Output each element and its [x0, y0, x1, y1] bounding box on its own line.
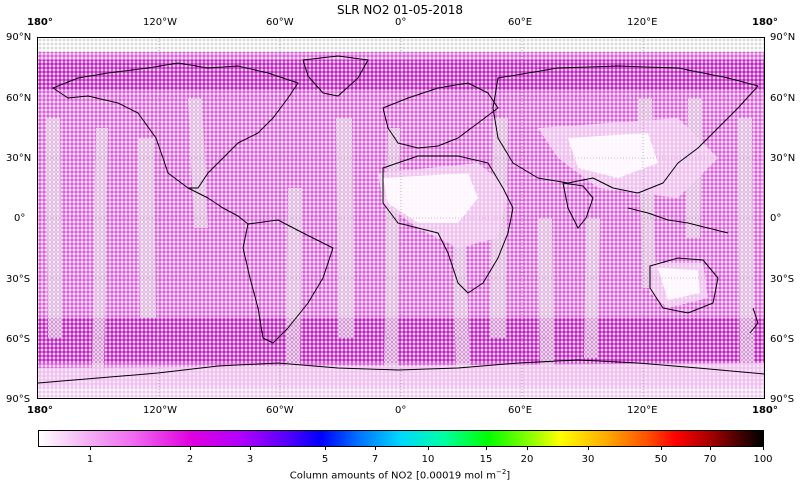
- colorbar-label-text: Column amounts of NO2 [0.00019 mol m: [289, 470, 496, 482]
- coastline-south-america: [242, 219, 334, 344]
- colorbar-tick: [250, 446, 251, 450]
- swath-gap: [46, 118, 62, 338]
- colorbar-tick: [428, 446, 429, 450]
- lon-label-top-0: 0°: [395, 17, 407, 28]
- coastline-africa: [382, 155, 514, 294]
- lon-label-bottom-180w: 180°: [27, 405, 53, 416]
- lon-label-top-120e: 120°E: [627, 17, 658, 28]
- no2-map-plot: [38, 38, 764, 398]
- lat-label-right-60n: 60°N: [770, 93, 796, 104]
- colorbar-tick: [375, 446, 376, 450]
- lat-label-left-60n: 60°N: [6, 93, 32, 104]
- lon-label-top-180e: 180°: [752, 17, 778, 28]
- lat-label-right-60s: 60°S: [770, 334, 795, 345]
- lat-label-left-30s: 30°S: [6, 274, 31, 285]
- lon-label-bottom-0: 0°: [395, 405, 407, 416]
- colorbar-tick-label: 10: [421, 454, 435, 465]
- colorbar-tick-label: 7: [371, 454, 379, 465]
- swath-gap: [538, 218, 554, 368]
- coastline-central-america: [187, 187, 249, 225]
- coastline-australia: [649, 257, 719, 314]
- colorbar-tick: [190, 446, 191, 450]
- swath-gap: [738, 118, 754, 368]
- lon-label-top-60w: 60°W: [266, 17, 294, 28]
- lat-label-right-90s: 90°S: [770, 394, 795, 405]
- colorbar-label-exponent: −2: [495, 468, 507, 476]
- lon-label-bottom-120e: 120°E: [627, 405, 658, 416]
- colorbar-tick: [763, 446, 764, 450]
- coastline-indonesia: [627, 207, 729, 234]
- colorbar-tick-label: 5: [321, 454, 329, 465]
- colorbar-tick: [90, 446, 91, 450]
- very-low-area: [383, 173, 478, 223]
- very-low-area: [568, 133, 658, 178]
- colorbar-tick: [325, 446, 326, 450]
- colorbar-tick-label: 30: [581, 454, 595, 465]
- southern-ocean-band: [38, 318, 764, 363]
- coastline-antarctica: [38, 359, 764, 384]
- lon-label-bottom-180e: 180°: [752, 405, 778, 416]
- colorbar-tick: [486, 446, 487, 450]
- colorbar-tick: [588, 446, 589, 450]
- lat-label-left-30n: 30°N: [6, 153, 32, 164]
- swath-gap: [453, 238, 470, 378]
- lat-label-left-90s: 90°S: [6, 394, 31, 405]
- coastline-india: [562, 182, 594, 229]
- lat-label-right-0: 0°: [770, 213, 782, 224]
- lon-label-bottom-60w: 60°W: [266, 405, 294, 416]
- lon-label-bottom-120w: 120°W: [143, 405, 177, 416]
- colorbar-tick-label: 20: [520, 454, 534, 465]
- colorbar-tick: [527, 446, 528, 450]
- coastline-asia: [492, 65, 759, 194]
- swath-gap: [138, 138, 156, 318]
- swath-gaps: [46, 98, 754, 378]
- coastline-north-america: [52, 62, 299, 189]
- lon-label-top-180w: 180°: [27, 17, 53, 28]
- lat-label-left-90n: 90°N: [6, 32, 32, 43]
- colorbar-label-close: ]: [506, 470, 511, 482]
- coastline-greenland: [302, 55, 369, 97]
- lon-label-bottom-60e: 60°E: [508, 405, 533, 416]
- very-low-areas: [383, 133, 700, 300]
- colorbar-tick-label: 3: [246, 454, 254, 465]
- lat-label-right-30n: 30°N: [770, 153, 796, 164]
- coastlines: [38, 55, 764, 384]
- colorbar-tick: [710, 446, 711, 450]
- coastline-europe: [382, 82, 499, 149]
- lat-label-right-30s: 30°S: [770, 274, 795, 285]
- lat-label-left-0: 0°: [14, 213, 26, 224]
- colorbar-tick-label: 50: [654, 454, 668, 465]
- swath-gap: [92, 128, 108, 368]
- colorbar-tick-label: 1: [86, 454, 94, 465]
- lon-label-top-120w: 120°W: [143, 17, 177, 28]
- map-title: SLR NO2 01-05-2018: [336, 3, 464, 17]
- lat-label-left-60s: 60°S: [6, 334, 31, 345]
- lat-label-right-90n: 90°N: [770, 32, 796, 43]
- colorbar-tick-label: 70: [703, 454, 717, 465]
- colorbar-tick: [661, 446, 662, 450]
- swath-gap: [584, 218, 600, 358]
- colorbar-tick-label: 2: [186, 454, 194, 465]
- map-panel[interactable]: [37, 37, 765, 399]
- lon-label-top-60e: 60°E: [508, 17, 533, 28]
- graticule: [38, 38, 764, 398]
- colorbar: [38, 430, 764, 447]
- colorbar-axis-label: Column amounts of NO2 [0.00019 mol m−2]: [0, 468, 800, 481]
- coastline-new-zealand: [749, 307, 759, 334]
- very-low-area: [658, 268, 700, 300]
- colorbar-tick-label: 15: [479, 454, 493, 465]
- colorbar-tick-label: 100: [753, 454, 773, 465]
- swath-gap: [336, 118, 354, 338]
